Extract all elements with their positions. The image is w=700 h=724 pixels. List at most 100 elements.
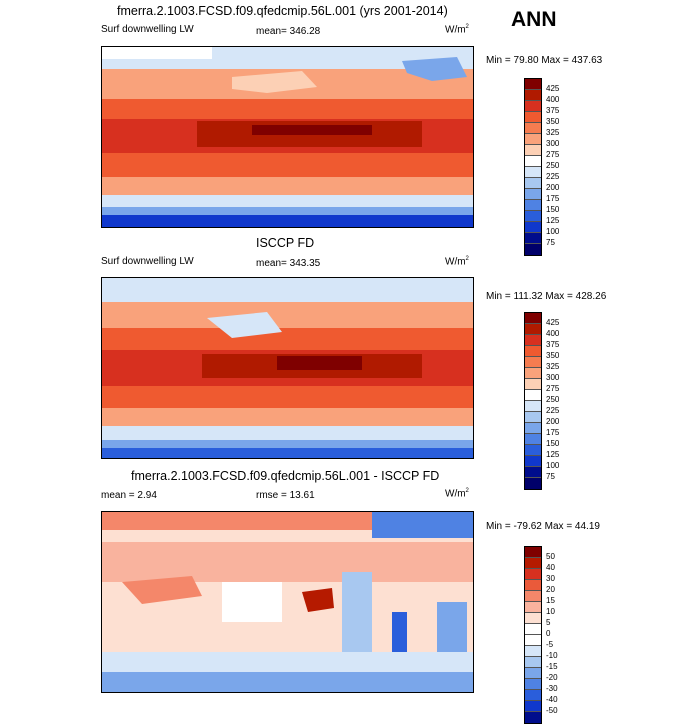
colorbar-level-label: 175 <box>546 194 560 203</box>
colorbar-level-label: 325 <box>546 128 560 137</box>
panel-2-mean-label: mean= 343.35 <box>256 258 321 269</box>
panel-2-minmax: Min = 111.32 Max = 428.26 <box>486 291 607 302</box>
panel-2-variable-label: Surf downwelling LW <box>101 256 194 267</box>
panel-3-minmax: Min = -79.62 Max = 44.19 <box>486 521 600 532</box>
colorbar-swatch <box>525 346 541 357</box>
panel-3-units: W/m2 <box>445 488 469 500</box>
panel-1-units: W/m2 <box>445 24 469 36</box>
colorbar-swatch <box>525 134 541 145</box>
colorbar-swatch <box>525 101 541 112</box>
colorbar-swatch <box>525 423 541 434</box>
colorbar-level-label: -20 <box>546 673 558 682</box>
colorbar-level-label: 40 <box>546 563 555 572</box>
colorbar-level-label: 5 <box>546 618 551 627</box>
colorbar-level-label: 425 <box>546 84 560 93</box>
colorbar-swatch <box>525 602 541 613</box>
panel-1-title: fmerra.2.1003.FCSD.f09.qfedcmip.56L.001 … <box>117 4 448 18</box>
colorbar-level-label: -40 <box>546 695 558 704</box>
colorbar-swatch <box>525 368 541 379</box>
colorbar-level-label: -5 <box>546 640 554 649</box>
colorbar-swatch <box>525 112 541 123</box>
colorbar-level-label: -50 <box>546 706 558 715</box>
colorbar-swatch <box>525 690 541 701</box>
colorbar-level-label: -30 <box>546 684 558 693</box>
panel-3-rmse-label: rmse = 13.61 <box>256 490 315 501</box>
panel-1-mean-label: mean= 346.28 <box>256 26 321 37</box>
colorbar-level-label: 225 <box>546 172 560 181</box>
colorbar-swatch <box>525 635 541 646</box>
colorbar-swatch <box>525 145 541 156</box>
colorbar-swatch <box>525 167 541 178</box>
colorbar-swatch <box>525 613 541 624</box>
colorbar-level-label: 10 <box>546 607 555 616</box>
colorbar-swatch <box>525 324 541 335</box>
colorbar-swatch <box>525 313 541 324</box>
colorbar-level-label: 350 <box>546 351 560 360</box>
colorbar-level-label: 375 <box>546 340 560 349</box>
colorbar-level-label: 50 <box>546 552 555 561</box>
panel-2-title: ISCCP FD <box>256 236 315 250</box>
colorbar-swatch <box>525 233 541 244</box>
season-label: ANN <box>511 8 557 31</box>
colorbar-swatch <box>525 90 541 101</box>
colorbar-swatch <box>525 547 541 558</box>
colorbar-swatch <box>525 712 541 723</box>
colorbar-level-label: 275 <box>546 150 560 159</box>
colorbar-level-label: 125 <box>546 450 560 459</box>
colorbar-swatch <box>525 646 541 657</box>
colorbar-swatch <box>525 478 541 489</box>
colorbar-swatch <box>525 701 541 712</box>
colorbar-swatch <box>525 244 541 255</box>
panel-2-map-svg <box>102 278 473 458</box>
colorbar-swatch <box>525 569 541 580</box>
colorbar-level-label: 350 <box>546 117 560 126</box>
colorbar-swatch <box>525 379 541 390</box>
colorbar-swatch <box>525 222 541 233</box>
panel-1-variable-label: Surf downwelling LW <box>101 24 194 35</box>
colorbar-level-label: 100 <box>546 461 560 470</box>
colorbar-level-label: 200 <box>546 183 560 192</box>
colorbar-level-label: 250 <box>546 395 560 404</box>
panel-2-colorbar <box>524 312 542 490</box>
colorbar-level-label: 150 <box>546 205 560 214</box>
colorbar-swatch <box>525 357 541 368</box>
colorbar-swatch <box>525 156 541 167</box>
colorbar-swatch <box>525 401 541 412</box>
panel-3-map-svg <box>102 512 473 692</box>
colorbar-swatch <box>525 668 541 679</box>
colorbar-level-label: 400 <box>546 95 560 104</box>
colorbar-swatch <box>525 335 541 346</box>
panel-1-map-svg <box>102 47 473 227</box>
colorbar-swatch <box>525 591 541 602</box>
colorbar-swatch <box>525 412 541 423</box>
panel-2-map <box>101 277 474 459</box>
colorbar-swatch <box>525 456 541 467</box>
colorbar-level-label: 300 <box>546 139 560 148</box>
panel-3-map <box>101 511 474 693</box>
colorbar-swatch <box>525 200 541 211</box>
colorbar-level-label: 75 <box>546 238 555 247</box>
colorbar-level-label: 175 <box>546 428 560 437</box>
colorbar-swatch <box>525 178 541 189</box>
panel-3-title: fmerra.2.1003.FCSD.f09.qfedcmip.56L.001 … <box>131 469 440 483</box>
colorbar-swatch <box>525 434 541 445</box>
panel-3-colorbar <box>524 546 542 724</box>
colorbar-level-label: 275 <box>546 384 560 393</box>
panel-1-map <box>101 46 474 228</box>
colorbar-swatch <box>525 657 541 668</box>
colorbar-swatch <box>525 624 541 635</box>
colorbar-swatch <box>525 211 541 222</box>
colorbar-swatch <box>525 679 541 690</box>
colorbar-swatch <box>525 467 541 478</box>
panel-1-minmax: Min = 79.80 Max = 437.63 <box>486 55 603 66</box>
colorbar-swatch <box>525 123 541 134</box>
colorbar-level-label: 250 <box>546 161 560 170</box>
colorbar-swatch <box>525 445 541 456</box>
colorbar-swatch <box>525 558 541 569</box>
colorbar-swatch <box>525 79 541 90</box>
colorbar-level-label: -15 <box>546 662 558 671</box>
colorbar-swatch <box>525 189 541 200</box>
colorbar-swatch <box>525 580 541 591</box>
colorbar-level-label: -10 <box>546 651 558 660</box>
panel-1-colorbar <box>524 78 542 256</box>
